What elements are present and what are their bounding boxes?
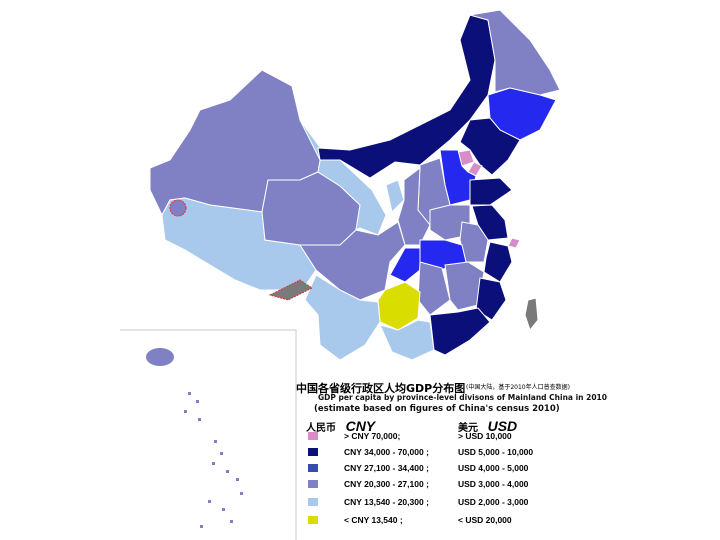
region-fujian[interactable] [475, 277, 507, 321]
cny-header-zh: 人民币 [306, 423, 336, 434]
region-yunnan[interactable] [304, 274, 381, 361]
legend-cny-range: CNY 34,000 - 70,000 ; [344, 447, 429, 457]
legend-note: (中国大陆，基于2010年人口普查数据) [466, 384, 570, 391]
usd-header-zh: 美元 [458, 423, 478, 434]
legend-cny-range: > CNY 70,000; [344, 431, 401, 441]
south-sea-inset-frame [120, 329, 297, 540]
legend-usd-range: USD 5,000 - 10,000 [458, 447, 534, 457]
region-zhejiang[interactable] [483, 241, 513, 283]
legend-row: < CNY 13,540 ; < USD 20,000 [296, 515, 626, 530]
disputed-area-aksai-chin [169, 199, 187, 217]
legend-row: CNY 27,100 - 34,400 ; USD 4,000 - 5,000 [296, 463, 626, 478]
legend-subtitle: GDP per capita by province-level divison… [318, 393, 607, 402]
legend-title: 中国各省级行政区人均GDP分布图 [296, 382, 466, 395]
legend-usd-range: USD 3,000 - 4,000 [458, 479, 529, 489]
legend-subtitle-estimate: (estimate based on figures of China's ce… [314, 404, 560, 414]
legend-row: > CNY 70,000; > USD 10,000 [296, 431, 626, 446]
region-shanghai[interactable] [507, 237, 521, 249]
legend-cny-range: CNY 20,300 - 27,100 ; [344, 479, 429, 489]
legend-usd-range: USD 2,000 - 3,000 [458, 497, 529, 507]
disputed-area-south-tibet [268, 279, 313, 301]
legend-row: CNY 13,540 - 20,300 ; USD 2,000 - 3,000 [296, 497, 626, 512]
region-shandong[interactable] [469, 177, 513, 206]
region-tibet[interactable] [161, 197, 317, 291]
legend-swatch [308, 516, 318, 524]
south-sea-islands [184, 392, 243, 528]
legend-row: CNY 34,000 - 70,000 ; USD 5,000 - 10,000 [296, 447, 626, 462]
region-anhui[interactable] [459, 221, 489, 263]
legend-swatch [308, 432, 318, 440]
region-ningxia[interactable] [385, 179, 405, 213]
legend-usd-range: > USD 10,000 [458, 431, 512, 441]
region-liaoning[interactable] [459, 117, 521, 176]
legend-cny-range: CNY 27,100 - 34,400 ; [344, 463, 429, 473]
legend-swatch [308, 464, 318, 472]
legend-row: CNY 20,300 - 27,100 ; USD 3,000 - 4,000 [296, 479, 626, 494]
usd-header: 美元 USD [458, 416, 517, 435]
usd-header-en: USD [487, 418, 518, 434]
legend-usd-range: USD 4,000 - 5,000 [458, 463, 529, 473]
cny-header-en: CNY [345, 418, 376, 434]
legend-cny-range: < CNY 13,540 ; [344, 515, 403, 525]
region-hainan[interactable] [146, 348, 174, 366]
region-hunan[interactable] [417, 261, 451, 316]
legend-usd-range: < USD 20,000 [458, 515, 512, 525]
legend-swatch [308, 448, 318, 456]
legend-swatch [308, 498, 318, 506]
legend-cny-range: CNY 13,540 - 20,300 ; [344, 497, 429, 507]
cny-header: 人民币 CNY [306, 416, 375, 435]
region-chongqing[interactable] [389, 247, 421, 283]
region-taiwan[interactable] [524, 297, 539, 332]
region-guangdong[interactable] [429, 307, 491, 356]
region-sichuan[interactable] [299, 221, 406, 301]
legend-swatch [308, 480, 318, 488]
